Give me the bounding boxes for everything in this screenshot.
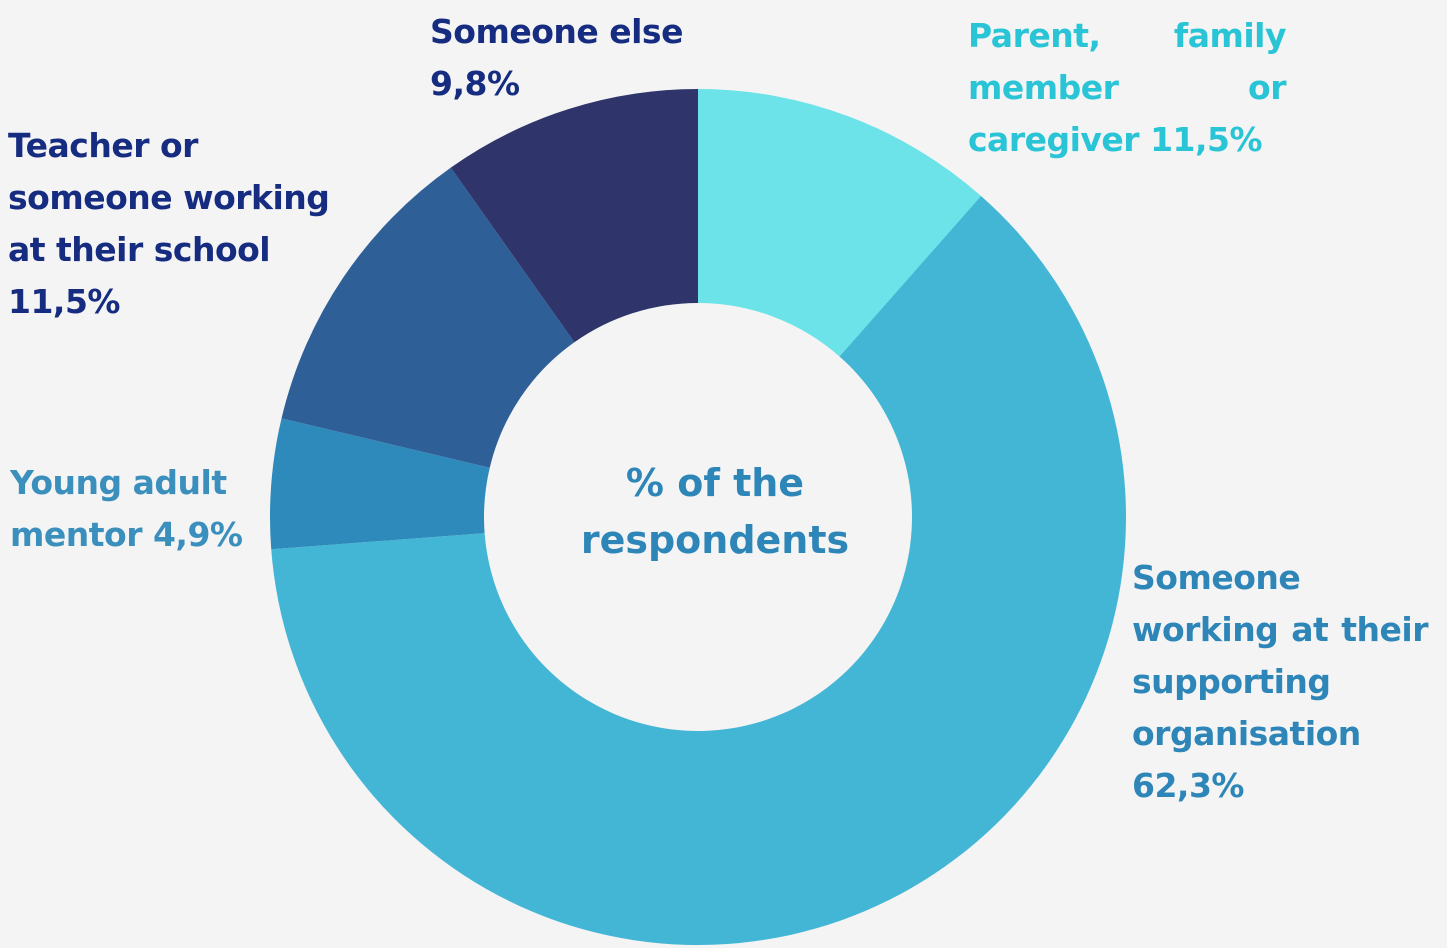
slice-teacher-school [281, 167, 575, 468]
slice-someone-else [450, 89, 698, 343]
slice-parent-family-caregiver [698, 89, 982, 357]
donut-center-label: % of the respondents [580, 461, 850, 562]
slice-young-adult-mentor [270, 418, 490, 550]
label-teacher-school: Teacher or someone working at their scho… [8, 126, 330, 321]
slice-supporting-organisation [271, 195, 1127, 946]
label-young-adult-mentor: Young adult mentor 4,9% [10, 463, 243, 554]
label-parent-family-caregiver: Parent, family member or caregiver 11,5% [968, 16, 1287, 159]
label-someone-else: Someone else 9,8% [430, 12, 683, 103]
label-supporting-organisation: Someone working at their supporting orga… [1132, 558, 1429, 805]
